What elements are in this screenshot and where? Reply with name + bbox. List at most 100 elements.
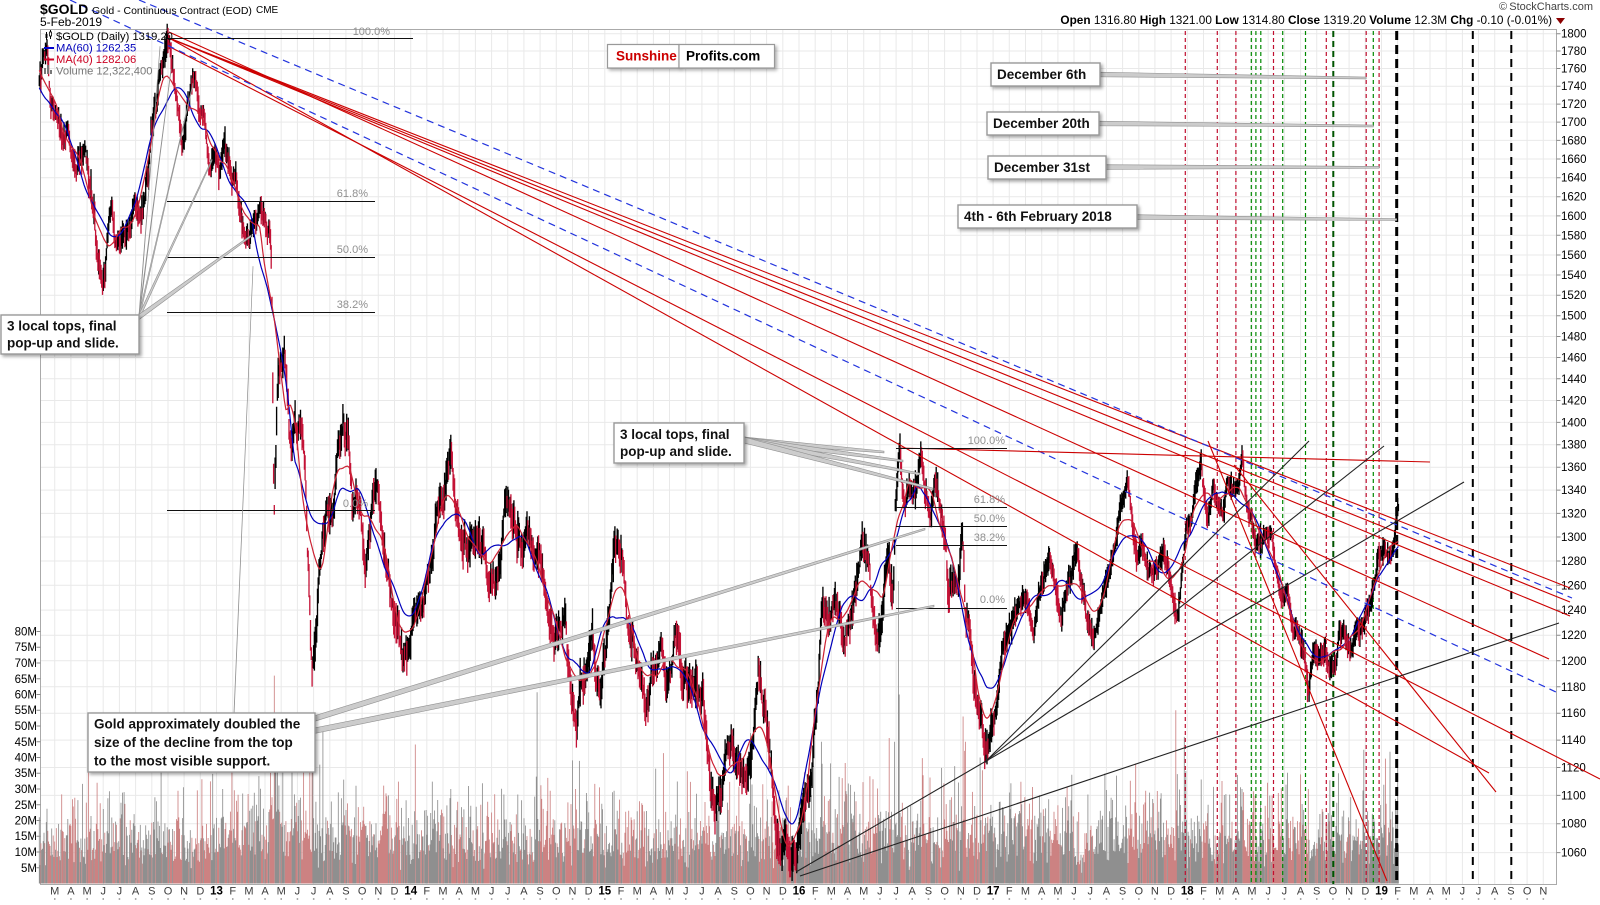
svg-text:1100: 1100 (1561, 790, 1586, 802)
svg-text:3 local tops, final: 3 local tops, final (7, 318, 117, 333)
svg-text:1800: 1800 (1561, 29, 1587, 41)
svg-text:December 20th: December 20th (993, 116, 1090, 131)
svg-text:J: J (699, 886, 705, 898)
svg-text:38.2%: 38.2% (974, 532, 1005, 544)
svg-text:D: D (585, 886, 593, 898)
svg-text:15: 15 (598, 886, 611, 898)
svg-text:1460: 1460 (1561, 353, 1587, 365)
svg-text:0.0%: 0.0% (343, 498, 368, 510)
svg-text:1720: 1720 (1561, 99, 1587, 111)
svg-text:A: A (909, 886, 917, 898)
svg-text:1120: 1120 (1561, 763, 1586, 775)
svg-text:1260: 1260 (1561, 580, 1587, 592)
svg-text:J: J (295, 886, 301, 898)
svg-text:F: F (1394, 886, 1401, 898)
svg-text:0.0%: 0.0% (980, 594, 1005, 606)
svg-text:M: M (438, 886, 447, 898)
svg-text:S: S (925, 886, 932, 898)
svg-text:A: A (456, 886, 464, 898)
svg-text:size of the decline from the t: size of the decline from the top (94, 735, 293, 750)
svg-text:A: A (520, 886, 528, 898)
svg-text:1080: 1080 (1561, 819, 1587, 831)
svg-text:M: M (827, 886, 836, 898)
svg-text:M: M (244, 886, 253, 898)
svg-text:N: N (1151, 886, 1159, 898)
svg-text:D: D (1167, 886, 1175, 898)
svg-text:M: M (50, 886, 59, 898)
svg-text:A: A (67, 886, 75, 898)
svg-text:F: F (423, 886, 430, 898)
svg-text:1500: 1500 (1561, 311, 1587, 323)
svg-text:1760: 1760 (1561, 64, 1587, 76)
svg-text:65M: 65M (15, 674, 37, 686)
svg-text:D: D (196, 886, 204, 898)
svg-text:S: S (148, 886, 155, 898)
svg-text:1660: 1660 (1561, 154, 1587, 166)
svg-text:A: A (844, 886, 852, 898)
svg-text:J: J (1071, 886, 1077, 898)
svg-text:O: O (1329, 886, 1338, 898)
svg-text:O: O (552, 886, 561, 898)
svg-text:M: M (277, 886, 286, 898)
svg-text:D: D (391, 886, 399, 898)
svg-text:M: M (859, 886, 868, 898)
svg-text:1740: 1740 (1561, 81, 1587, 93)
svg-text:J: J (1476, 886, 1482, 898)
svg-text:Profits.com: Profits.com (686, 49, 760, 64)
svg-text:Gold - Continuous Contract (EO: Gold - Continuous Contract (EOD) (92, 5, 252, 17)
svg-text:$GOLD: $GOLD (40, 1, 88, 17)
svg-text:25M: 25M (15, 800, 37, 812)
svg-text:A: A (1038, 886, 1046, 898)
svg-text:N: N (957, 886, 965, 898)
svg-text:A: A (714, 886, 722, 898)
svg-text:F: F (1006, 886, 1013, 898)
svg-text:F: F (1200, 886, 1207, 898)
svg-text:J: J (311, 886, 317, 898)
svg-text:Gold approximately doubled the: Gold approximately doubled the (94, 716, 301, 731)
svg-text:Sunshine: Sunshine (616, 49, 677, 64)
svg-text:20M: 20M (15, 816, 37, 828)
svg-text:A: A (1426, 886, 1434, 898)
svg-text:1540: 1540 (1561, 270, 1587, 282)
svg-text:35M: 35M (15, 768, 37, 780)
svg-text:60M: 60M (15, 690, 37, 702)
svg-text:M: M (1053, 886, 1062, 898)
svg-text:1520: 1520 (1561, 290, 1587, 302)
svg-text:MA(60) 1262.35: MA(60) 1262.35 (56, 43, 136, 55)
svg-text:D: D (779, 886, 787, 898)
svg-text:MA(40) 1282.06: MA(40) 1282.06 (56, 54, 136, 66)
svg-text:M: M (83, 886, 92, 898)
svg-text:O: O (746, 886, 755, 898)
svg-text:to the most visible support.: to the most visible support. (94, 753, 270, 768)
svg-text:3 local tops, final: 3 local tops, final (620, 427, 730, 442)
svg-text:N: N (180, 886, 188, 898)
svg-text:1780: 1780 (1561, 46, 1587, 58)
svg-text:1340: 1340 (1561, 485, 1587, 497)
svg-text:M: M (1215, 886, 1224, 898)
svg-text:N: N (569, 886, 577, 898)
svg-text:38.2%: 38.2% (337, 299, 368, 311)
svg-text:F: F (229, 886, 236, 898)
svg-text:A: A (261, 886, 269, 898)
svg-text:1300: 1300 (1561, 532, 1587, 544)
svg-text:CME: CME (256, 5, 279, 16)
svg-text:M: M (471, 886, 480, 898)
svg-text:75M: 75M (15, 642, 37, 654)
svg-text:pop-up and slide.: pop-up and slide. (620, 444, 732, 459)
svg-text:40M: 40M (15, 753, 37, 765)
svg-text:50.0%: 50.0% (337, 244, 368, 256)
svg-text:30M: 30M (15, 784, 37, 796)
svg-text:1320: 1320 (1561, 508, 1587, 520)
svg-text:A: A (1297, 886, 1305, 898)
svg-text:© StockCharts.com: © StockCharts.com (1499, 1, 1593, 13)
svg-text:1480: 1480 (1561, 332, 1587, 344)
svg-text:F: F (812, 886, 819, 898)
svg-text:A: A (132, 886, 140, 898)
svg-text:17: 17 (987, 886, 1000, 898)
svg-text:M: M (633, 886, 642, 898)
svg-text:O: O (1523, 886, 1532, 898)
svg-text:M: M (1247, 886, 1256, 898)
svg-text:1420: 1420 (1561, 396, 1587, 408)
svg-text:N: N (1539, 886, 1547, 898)
svg-text:A: A (1491, 886, 1499, 898)
